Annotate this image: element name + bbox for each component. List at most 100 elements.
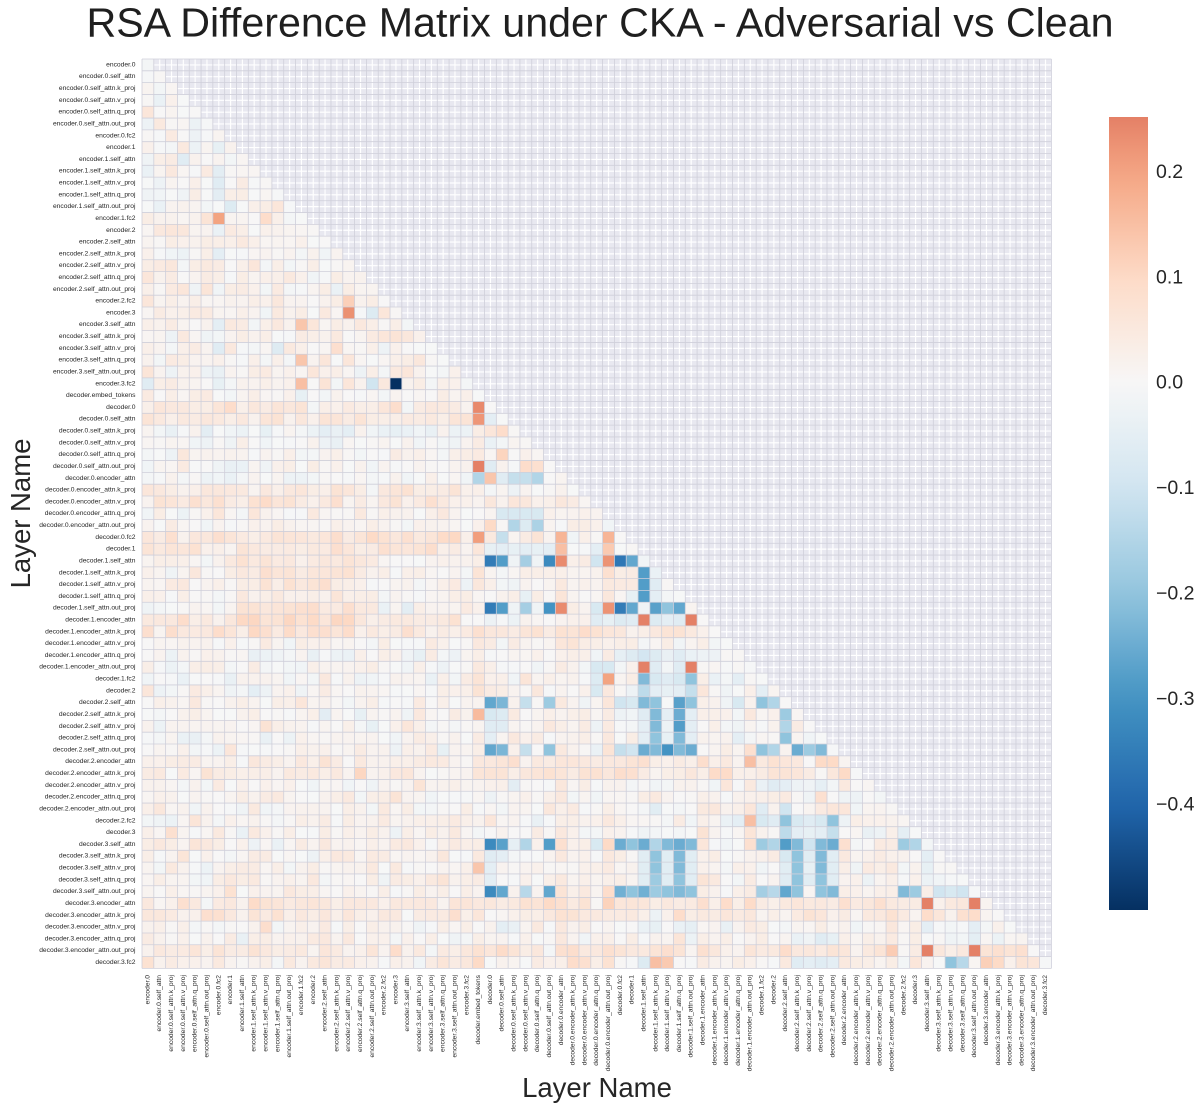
svg-text:encoder.2.self_attn.q_proj: encoder.2.self_attn.q_proj — [59, 274, 136, 281]
svg-text:encoder.3.self_attn.k_proj: encoder.3.self_attn.k_proj — [59, 333, 136, 340]
svg-text:encoder.3.self_attn.v_proj: encoder.3.self_attn.v_proj — [59, 345, 136, 352]
svg-text:decoder.2.self_attn.q_proj: decoder.2.self_attn.q_proj — [59, 735, 136, 742]
svg-text:encoder.0.fc2: encoder.0.fc2 — [215, 975, 222, 1015]
svg-text:decoder.1.encoder_attn: decoder.1.encoder_attn — [700, 975, 707, 1046]
svg-text:decoder.1.encoder_attn.k_proj: decoder.1.encoder_attn.k_proj — [45, 628, 136, 635]
svg-text:decoder.2.encoder_attn.k_proj: decoder.2.encoder_attn.k_proj — [45, 770, 136, 777]
svg-text:decoder.3.encoder_attn.out_pro: decoder.3.encoder_attn.out_proj — [39, 947, 136, 954]
svg-text:decoder.3.encoder_attn.v_proj: decoder.3.encoder_attn.v_proj — [45, 924, 136, 931]
svg-text:decoder.0.encoder_attn.q_proj: decoder.0.encoder_attn.q_proj — [45, 510, 136, 517]
svg-text:encoder.2.self_attn: encoder.2.self_attn — [79, 239, 136, 246]
svg-text:encoder.2.self_attn.v_proj: encoder.2.self_attn.v_proj — [59, 262, 136, 269]
svg-text:decoder.1.encoder_attn.out_pro: decoder.1.encoder_attn.out_proj — [747, 974, 754, 1071]
svg-text:decoder.3.encoder_attn.q_proj: decoder.3.encoder_attn.q_proj — [1018, 974, 1025, 1065]
svg-text:decoder.1.self_attn.v_proj: decoder.1.self_attn.v_proj — [59, 581, 136, 588]
svg-text:decoder.3.encoder_attn.v_proj: decoder.3.encoder_attn.v_proj — [1007, 974, 1014, 1065]
svg-text:encoder.2: encoder.2 — [106, 227, 136, 234]
svg-text:decoder.3.self_attn.v_proj: decoder.3.self_attn.v_proj — [948, 974, 955, 1051]
svg-text:encoder.1.self_attn.out_proj: encoder.1.self_attn.out_proj — [286, 974, 293, 1057]
svg-text:decoder.3.encoder_attn: decoder.3.encoder_attn — [65, 900, 136, 907]
svg-text:decoder.2.self_attn.out_proj: decoder.2.self_attn.out_proj — [53, 746, 136, 753]
svg-text:encoder.3.self_attn.k_proj: encoder.3.self_attn.k_proj — [416, 974, 423, 1051]
svg-text:decoder.0.encoder_attn.v_proj: decoder.0.encoder_attn.v_proj — [581, 974, 588, 1065]
svg-text:decoder.0.self_attn.k_proj: decoder.0.self_attn.k_proj — [59, 428, 136, 435]
svg-text:decoder.2.encoder_attn.out_pro: decoder.2.encoder_attn.out_proj — [39, 806, 136, 813]
svg-text:decoder.0.self_attn.q_proj: decoder.0.self_attn.q_proj — [59, 451, 136, 458]
svg-text:decoder.2.encoder_attn.q_proj: decoder.2.encoder_attn.q_proj — [877, 974, 884, 1065]
svg-text:decoder.0.self_attn.v_proj: decoder.0.self_attn.v_proj — [522, 974, 529, 1051]
svg-text:decoder.2.self_attn.k_proj: decoder.2.self_attn.k_proj — [59, 711, 136, 718]
svg-text:decoder.1.self_attn.out_proj: decoder.1.self_attn.out_proj — [688, 974, 695, 1057]
svg-text:decoder.2.self_attn.out_proj: decoder.2.self_attn.out_proj — [829, 974, 836, 1057]
svg-text:encoder.1.self_attn.out_proj: encoder.1.self_attn.out_proj — [53, 203, 136, 210]
svg-text:encoder.1.self_attn: encoder.1.self_attn — [79, 156, 136, 163]
svg-text:encoder.0.fc2: encoder.0.fc2 — [95, 132, 135, 139]
svg-text:decoder.1.self_attn: decoder.1.self_attn — [640, 975, 647, 1032]
svg-text:encoder.3.self_attn.q_proj: encoder.3.self_attn.q_proj — [59, 357, 136, 364]
svg-text:encoder.1.self_attn.v_proj: encoder.1.self_attn.v_proj — [263, 974, 270, 1051]
svg-text:decoder.3: decoder.3 — [106, 829, 136, 836]
svg-text:encoder.1.self_attn.k_proj: encoder.1.self_attn.k_proj — [251, 974, 258, 1051]
svg-text:Layer Name: Layer Name — [522, 1072, 672, 1103]
svg-text:decoder.1.self_attn.k_proj: decoder.1.self_attn.k_proj — [652, 974, 659, 1051]
svg-text:decoder.3.self_attn: decoder.3.self_attn — [924, 975, 931, 1032]
svg-text:encoder.0: encoder.0 — [106, 61, 136, 68]
svg-text:encoder.3.self_attn.q_proj: encoder.3.self_attn.q_proj — [440, 974, 447, 1051]
svg-text:decoder.2: decoder.2 — [106, 687, 136, 694]
svg-text:decoder.3.self_attn.k_proj: decoder.3.self_attn.k_proj — [59, 853, 136, 860]
svg-text:decoder.3: decoder.3 — [912, 975, 919, 1005]
svg-text:encoder.0.self_attn.k_proj: encoder.0.self_attn.k_proj — [59, 85, 136, 92]
svg-text:decoder.embed_tokens: decoder.embed_tokens — [66, 392, 136, 399]
svg-text:decoder.1.encoder_attn.q_proj: decoder.1.encoder_attn.q_proj — [45, 652, 136, 659]
svg-text:decoder.3.self_attn.out_proj: decoder.3.self_attn.out_proj — [53, 888, 136, 895]
svg-text:encoder.3.self_attn: encoder.3.self_attn — [404, 975, 411, 1032]
svg-text:decoder.2.encoder_attn: decoder.2.encoder_attn — [841, 975, 848, 1046]
svg-text:decoder.1.fc2: decoder.1.fc2 — [95, 676, 135, 683]
svg-text:decoder.2.encoder_attn: decoder.2.encoder_attn — [65, 758, 136, 765]
svg-text:encoder.2.self_attn.v_proj: encoder.2.self_attn.v_proj — [345, 974, 352, 1051]
svg-text:encoder.2.self_attn.out_proj: encoder.2.self_attn.out_proj — [369, 974, 376, 1057]
svg-text:encoder.3.self_attn: encoder.3.self_attn — [79, 321, 136, 328]
svg-text:encoder.1.self_attn.q_proj: encoder.1.self_attn.q_proj — [59, 191, 136, 198]
svg-text:decoder.0.encoder_attn: decoder.0.encoder_attn — [65, 475, 136, 482]
svg-text:−0.1: −0.1 — [1156, 477, 1195, 499]
svg-text:decoder.3.self_attn.v_proj: decoder.3.self_attn.v_proj — [59, 865, 136, 872]
svg-text:decoder.2.self_attn.k_proj: decoder.2.self_attn.k_proj — [794, 974, 801, 1051]
svg-text:encoder.2.self_attn: encoder.2.self_attn — [322, 975, 329, 1032]
svg-text:encoder.3.fc2: encoder.3.fc2 — [463, 975, 470, 1015]
svg-text:encoder.1.fc2: encoder.1.fc2 — [298, 975, 305, 1015]
svg-text:encoder.3.fc2: encoder.3.fc2 — [95, 380, 135, 387]
svg-text:encoder.3: encoder.3 — [392, 975, 399, 1005]
svg-text:decoder.3.encoder_attn.q_proj: decoder.3.encoder_attn.q_proj — [45, 935, 136, 942]
svg-text:decoder.1.self_attn: decoder.1.self_attn — [79, 557, 136, 564]
svg-text:encoder.2.self_attn.q_proj: encoder.2.self_attn.q_proj — [357, 974, 364, 1051]
svg-text:decoder.0.self_attn.out_proj: decoder.0.self_attn.out_proj — [546, 974, 553, 1057]
svg-text:encoder.0.self_attn: encoder.0.self_attn — [156, 975, 163, 1032]
svg-text:decoder.embed_tokens: decoder.embed_tokens — [475, 974, 482, 1044]
svg-text:−0.2: −0.2 — [1156, 583, 1195, 605]
svg-text:decoder.1: decoder.1 — [629, 975, 636, 1005]
svg-text:decoder.2.self_attn: decoder.2.self_attn — [79, 699, 136, 706]
svg-text:encoder.0.self_attn.q_proj: encoder.0.self_attn.q_proj — [59, 109, 136, 116]
svg-text:decoder.0.fc2: decoder.0.fc2 — [617, 975, 624, 1015]
svg-text:decoder.1: decoder.1 — [106, 546, 136, 553]
svg-text:decoder.1.self_attn.out_proj: decoder.1.self_attn.out_proj — [53, 605, 136, 612]
svg-text:decoder.2.encoder_attn.q_proj: decoder.2.encoder_attn.q_proj — [45, 794, 136, 801]
svg-text:decoder.0: decoder.0 — [487, 975, 494, 1005]
svg-text:decoder.2.encoder_attn.v_proj: decoder.2.encoder_attn.v_proj — [865, 974, 872, 1065]
svg-text:decoder.0: decoder.0 — [106, 404, 136, 411]
svg-text:encoder.0: encoder.0 — [144, 975, 151, 1005]
svg-text:decoder.2.self_attn: decoder.2.self_attn — [782, 975, 789, 1032]
svg-text:encoder.1.self_attn.k_proj: encoder.1.self_attn.k_proj — [59, 168, 136, 175]
svg-text:0.2: 0.2 — [1156, 161, 1183, 183]
svg-text:decoder.1.self_attn.q_proj: decoder.1.self_attn.q_proj — [59, 593, 136, 600]
svg-text:decoder.0.self_attn.v_proj: decoder.0.self_attn.v_proj — [59, 439, 136, 446]
svg-text:decoder.1.encoder_attn.q_proj: decoder.1.encoder_attn.q_proj — [735, 974, 742, 1065]
svg-text:encoder.2.self_attn.k_proj: encoder.2.self_attn.k_proj — [59, 250, 136, 257]
svg-text:decoder.2.self_attn.q_proj: decoder.2.self_attn.q_proj — [818, 974, 825, 1051]
svg-text:decoder.3.encoder_attn: decoder.3.encoder_attn — [983, 975, 990, 1046]
svg-text:decoder.3.self_attn.out_proj: decoder.3.self_attn.out_proj — [971, 974, 978, 1057]
svg-text:encoder.0.self_attn: encoder.0.self_attn — [79, 73, 136, 80]
svg-text:decoder.0.self_attn.out_proj: decoder.0.self_attn.out_proj — [53, 463, 136, 470]
svg-text:Layer Name: Layer Name — [5, 439, 36, 589]
